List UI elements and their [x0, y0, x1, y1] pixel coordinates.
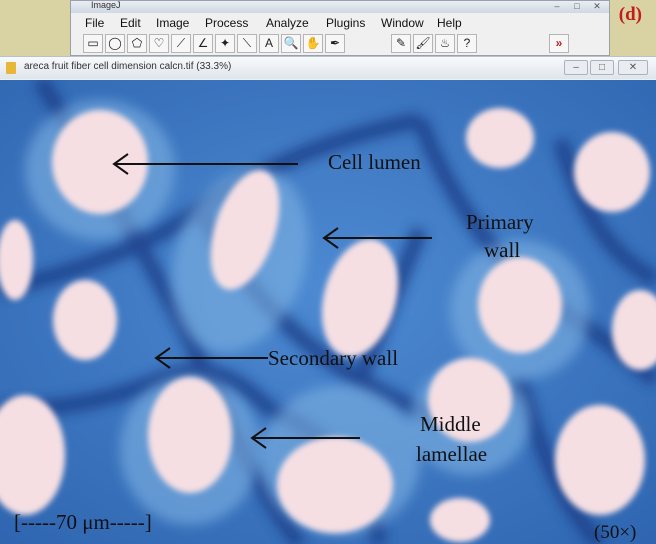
menu-help[interactable]: Help [437, 16, 462, 30]
panel-label: (d) [618, 4, 642, 25]
imagej-titlebar: ImageJ – □ ✕ [71, 0, 609, 13]
menu-bar: File Edit Image Process Analyze Plugins … [71, 14, 609, 31]
image-window-title: areca fruit fiber cell dimension calcn.t… [24, 61, 232, 72]
arrow-secondary-wall-head [154, 347, 171, 369]
text-tool-icon[interactable]: A [259, 34, 279, 53]
micrograph-canvas[interactable]: Cell lumen Primary wall Secondary wall M… [0, 80, 656, 544]
minimize-button[interactable]: – [564, 60, 588, 75]
angle-tool-icon[interactable]: ∠ [193, 34, 213, 53]
micrograph-image [0, 80, 656, 544]
magnifier-tool-icon[interactable]: 🔍 [281, 34, 301, 53]
polygon-tool-icon[interactable]: ⬠ [127, 34, 147, 53]
imagej-app-icon [6, 62, 16, 74]
close-icon[interactable]: ✕ [593, 1, 601, 11]
arrow-primary-wall-head [322, 227, 339, 249]
image-window: areca fruit fiber cell dimension calcn.t… [0, 56, 656, 544]
imagej-main-window: ImageJ – □ ✕ File Edit Image Process Ana… [70, 0, 610, 56]
rectangle-tool-icon[interactable]: ▭ [83, 34, 103, 53]
imagej-title: ImageJ [91, 0, 121, 10]
tool-bar: ▭ ◯ ⬠ ♡ ⟋ ∠ ✦ ⟍ A 🔍 ✋ ✒ ✎ 🖌 ♨ ? » [79, 34, 609, 54]
dropper-tool-icon[interactable]: ✒ [325, 34, 345, 53]
close-button[interactable]: ✕ [618, 60, 648, 75]
image-window-titlebar[interactable]: areca fruit fiber cell dimension calcn.t… [0, 57, 656, 79]
brush-tool-icon[interactable]: 🖌 [413, 34, 433, 53]
annotation-arrows [112, 153, 432, 449]
help-tool-icon[interactable]: ? [457, 34, 477, 53]
maximize-icon[interactable]: □ [574, 1, 580, 11]
oval-tool-icon[interactable]: ◯ [105, 34, 125, 53]
menu-process[interactable]: Process [205, 16, 249, 30]
menu-analyze[interactable]: Analyze [266, 16, 309, 30]
label-middle-lamellae-line2: lamellae [416, 442, 488, 466]
minimize-icon[interactable]: – [554, 1, 560, 11]
arrow-middle-lamellae-head [250, 427, 267, 449]
magnification-label: (50×) [594, 522, 637, 543]
flood-fill-tool-icon[interactable]: ♨ [435, 34, 455, 53]
menu-edit[interactable]: Edit [120, 16, 141, 30]
pencil-tool-icon[interactable]: ✎ [391, 34, 411, 53]
label-secondary-wall: Secondary wall [268, 346, 399, 370]
label-cell-lumen: Cell lumen [328, 150, 421, 174]
label-primary-wall-line1: Primary [466, 210, 534, 234]
menu-file[interactable]: File [85, 16, 105, 30]
scale-bar: [-----70 μm-----] [14, 510, 152, 534]
freehand-tool-icon[interactable]: ♡ [149, 34, 169, 53]
point-tool-icon[interactable]: ✦ [215, 34, 235, 53]
hand-tool-icon[interactable]: ✋ [303, 34, 323, 53]
label-middle-lamellae-line1: Middle [420, 412, 481, 436]
menu-plugins[interactable]: Plugins [326, 16, 366, 30]
wand-tool-icon[interactable]: ⟍ [237, 34, 257, 53]
arrow-cell-lumen-head [112, 153, 129, 175]
label-primary-wall-line2: wall [484, 238, 521, 262]
line-tool-icon[interactable]: ⟋ [171, 34, 191, 53]
menu-image[interactable]: Image [156, 16, 190, 30]
menu-window[interactable]: Window [381, 16, 424, 30]
maximize-button[interactable]: □ [590, 60, 614, 75]
more-tools-icon[interactable]: » [549, 34, 569, 53]
